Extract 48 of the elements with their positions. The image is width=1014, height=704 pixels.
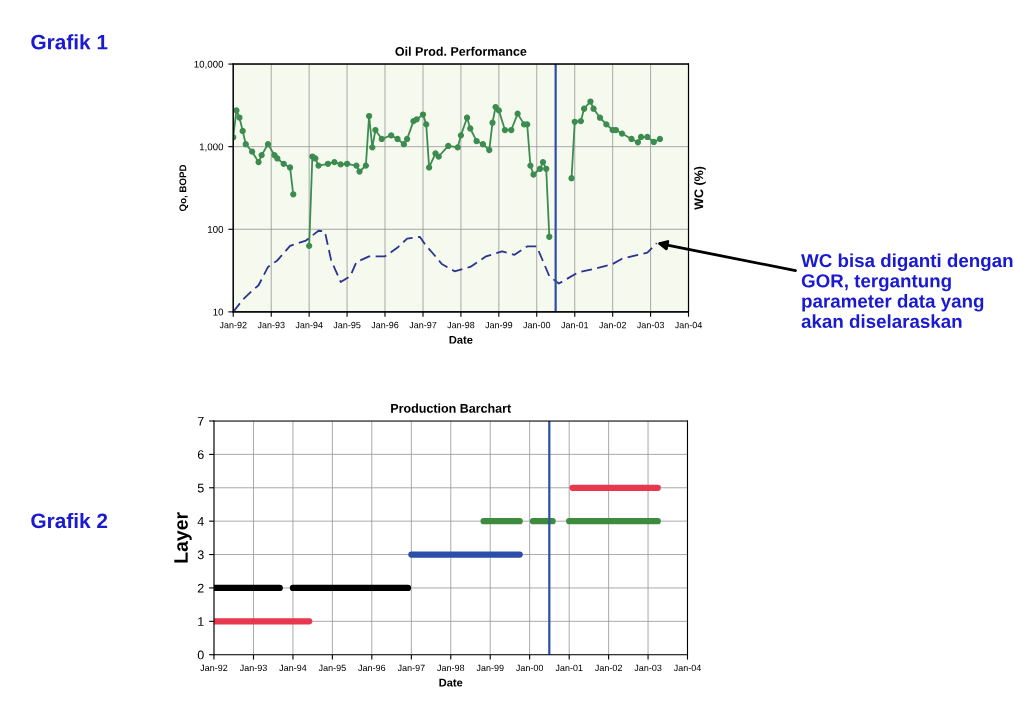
chart-title: Production Barchart [391, 403, 511, 413]
y-tick-label: 4 [197, 517, 204, 526]
x-tick-label: Jan-93 [257, 321, 285, 329]
y-axis-title: Qo, BOPD [179, 164, 189, 212]
x-tick-label: Jan-02 [594, 664, 622, 672]
x-tick-label: Jan-92 [219, 321, 247, 329]
x-tick-label: Jan-95 [333, 321, 361, 329]
chart-title: Oil Prod. Performance [395, 46, 527, 56]
x-tick-label: Jan-03 [634, 664, 662, 672]
y-tick-label: 3 [197, 550, 204, 560]
text: Grafik 2 [31, 512, 108, 529]
x-axis-title: Date [449, 335, 473, 344]
x-tick-label: Jan-01 [555, 664, 583, 672]
y-axis-title: Layer [174, 512, 192, 563]
x-tick-label: Jan-00 [523, 321, 551, 329]
y-tick-label: 1,000 [199, 143, 224, 152]
y2-axis-title: WC (%) [694, 166, 706, 210]
text: Grafik 1 [31, 34, 108, 50]
x-tick-label: Jan-98 [447, 321, 475, 329]
x-tick-label: Jan-95 [318, 664, 346, 672]
x-tick-label: Jan-92 [200, 664, 228, 672]
x-tick-label: Jan-93 [239, 664, 267, 672]
y-tick-label: 10 [213, 308, 224, 316]
y-tick-label: 2 [197, 583, 204, 593]
x-tick-label: Jan-02 [599, 321, 627, 329]
x-tick-label: Jan-99 [476, 664, 504, 672]
y-tick-label: 0 [197, 650, 204, 660]
x-tick-label: Jan-04 [673, 664, 702, 672]
y-tick-label: 1 [198, 617, 204, 626]
y-tick-label: 6 [197, 450, 204, 460]
x-tick-label: Jan-97 [397, 664, 425, 672]
y-tick-label: 100 [208, 226, 224, 233]
x-tick-label: Jan-96 [358, 664, 386, 672]
x-tick-label: Jan-01 [561, 321, 589, 329]
x-axis-title: Date [439, 678, 463, 687]
x-tick-label: Jan-97 [409, 321, 437, 329]
y-tick-label: 5 [197, 483, 204, 493]
x-tick-label: Jan-98 [437, 664, 465, 672]
y-tick-label: 7 [197, 416, 204, 426]
x-tick-label: Jan-03 [636, 321, 664, 329]
x-tick-label: Jan-99 [485, 321, 513, 329]
x-tick-label: Jan-96 [371, 321, 399, 329]
x-tick-label: Jan-94 [295, 321, 323, 329]
x-tick-label: Jan-04 [674, 321, 703, 329]
x-tick-label: Jan-00 [515, 664, 544, 672]
x-tick-label: Jan-94 [279, 664, 307, 672]
y-tick-label: 10,000 [194, 60, 224, 69]
annotation: WC bisa diganti dengan GOR, tergantung parameter data yang akan diselaraskan [801, 253, 1013, 329]
